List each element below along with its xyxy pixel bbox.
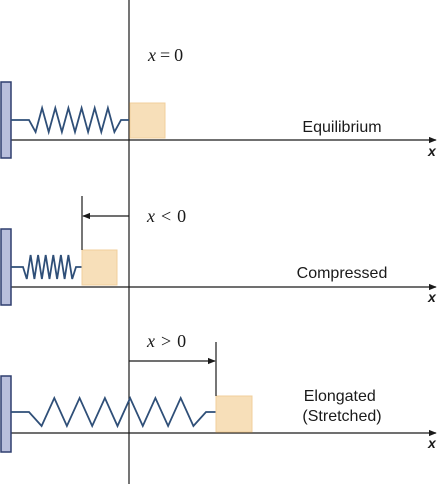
- mass-block: [129, 102, 166, 139]
- state-label-line: Elongated: [304, 388, 376, 405]
- panel-compressed: x x <0 Compressed: [0, 196, 437, 306]
- state-label: Compressed: [297, 265, 388, 282]
- state-label: Equilibrium: [302, 119, 381, 136]
- x-axis-label: x: [427, 435, 437, 451]
- mass-block: [81, 249, 118, 286]
- panel-elongated: x x >0 Elongated (Stretched): [0, 331, 437, 453]
- wall: [0, 228, 12, 306]
- spring: [11, 254, 82, 280]
- wall: [0, 375, 12, 453]
- state-label-line: Equilibrium: [302, 119, 381, 136]
- state-label-line: Compressed: [297, 265, 388, 282]
- mass-block: [215, 395, 253, 433]
- x-axis-label: x: [427, 289, 437, 305]
- spring: [11, 104, 129, 136]
- state-label: Elongated (Stretched): [302, 388, 381, 425]
- state-label-line: (Stretched): [302, 408, 381, 425]
- wall: [0, 81, 12, 159]
- x-axis-label: x: [427, 143, 437, 159]
- condition-label: x >0: [146, 331, 186, 351]
- spring: [11, 395, 216, 429]
- panel-equilibrium: x x = 0 Equilibrium: [0, 45, 437, 159]
- condition-label: x <0: [146, 206, 186, 226]
- condition-label: x = 0: [147, 45, 183, 65]
